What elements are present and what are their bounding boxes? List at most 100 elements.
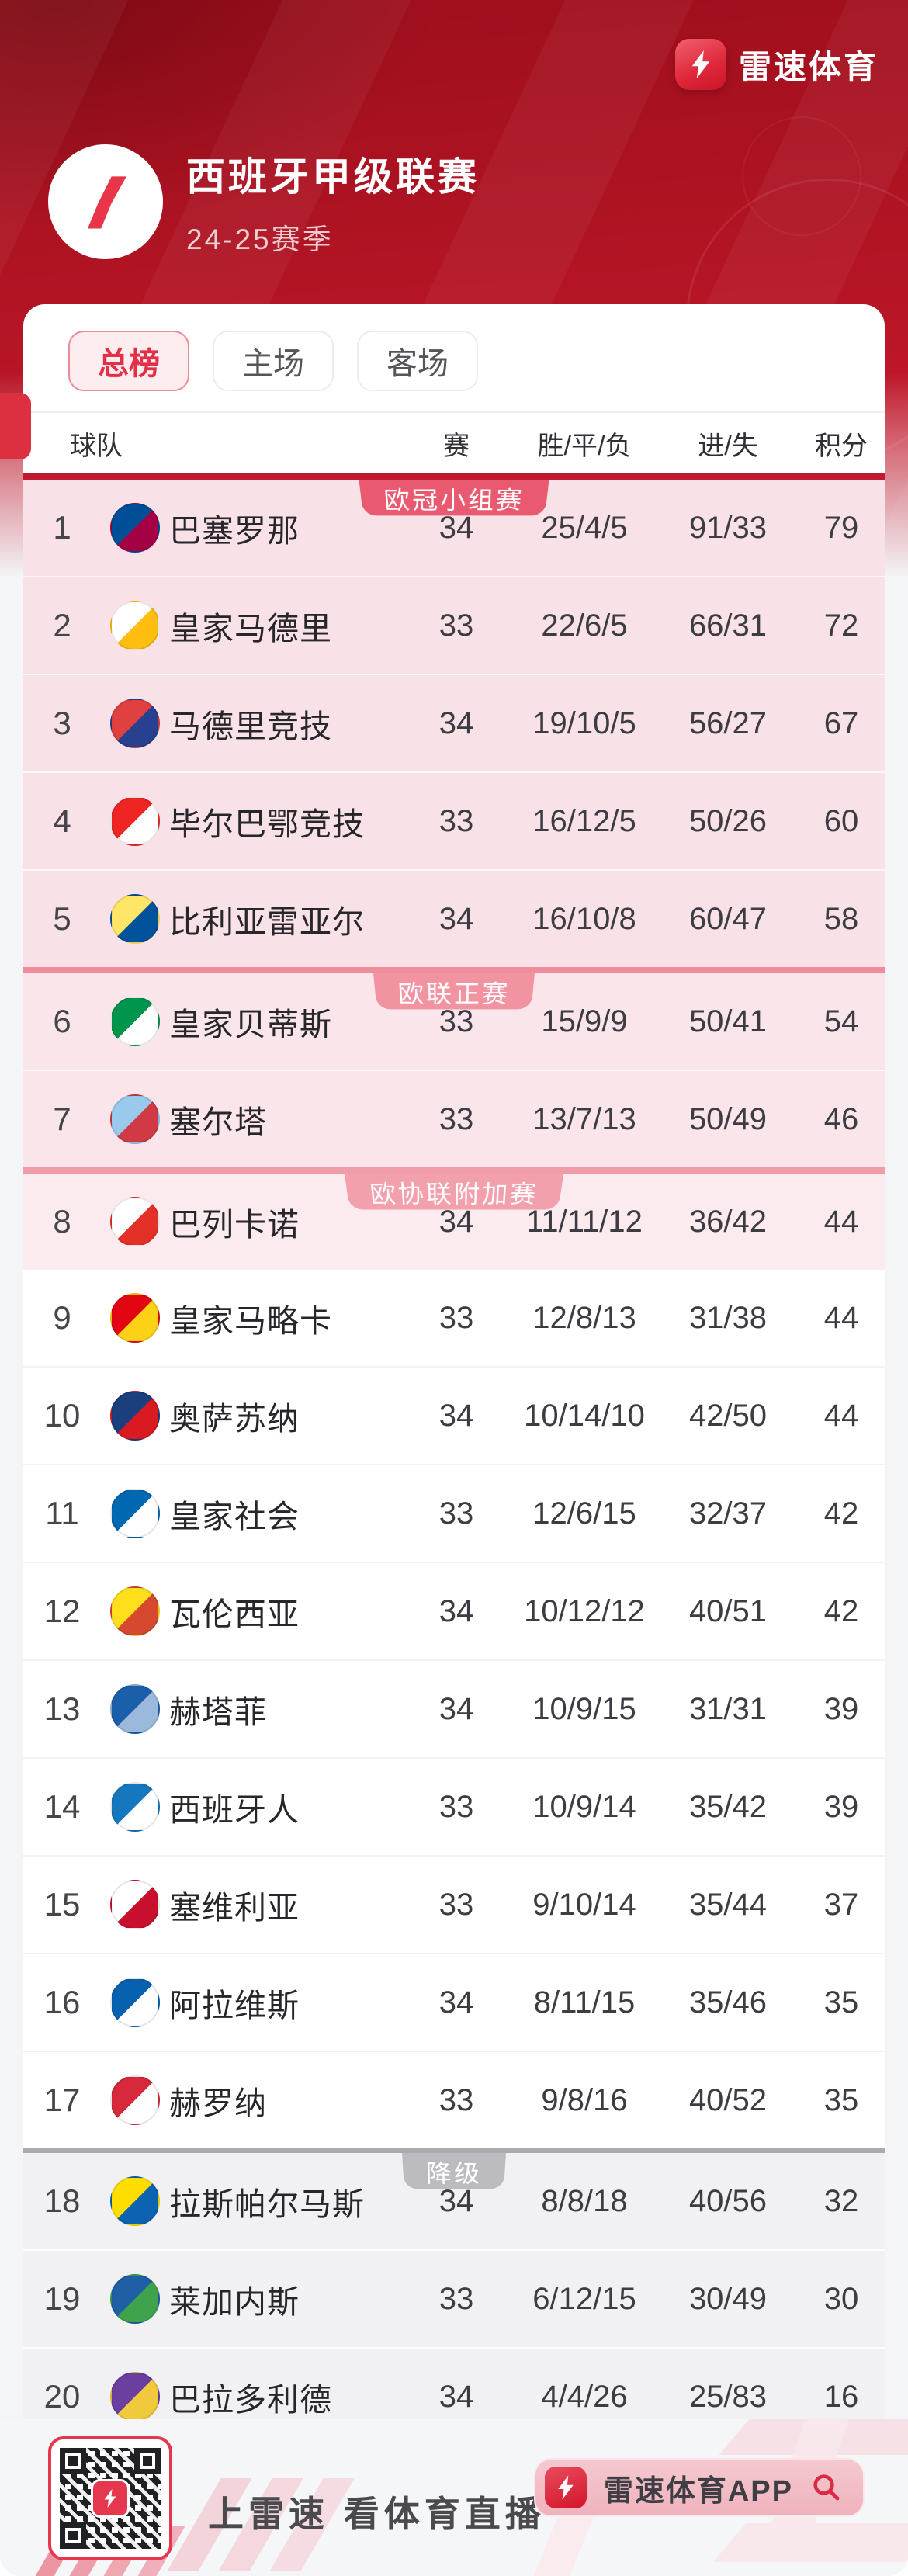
goals-value: 31/31	[688, 1691, 768, 1726]
rank: 17	[43, 2082, 81, 2118]
rank: 12	[43, 1593, 81, 1629]
team-name: 皇家贝蒂斯	[169, 1007, 332, 1042]
table-row[interactable]: 3 马德里竞技 34 19/10/5 56/27 67	[23, 674, 885, 771]
goals-value: 42/50	[688, 1398, 768, 1433]
rank: 8	[53, 1203, 71, 1239]
column-wdl: 胜/平/负	[537, 431, 632, 461]
table-row[interactable]: 7 塞尔塔 33 13/7/13 50/49 46	[23, 1070, 885, 1167]
table-row[interactable]: 13 赫塔菲 34 10/9/15 31/31 39	[23, 1659, 885, 1757]
played-value: 33	[438, 1101, 474, 1136]
lightning-logo-icon	[91, 2479, 130, 2518]
rank: 9	[53, 1299, 71, 1336]
points-value: 79	[823, 510, 859, 545]
wdl-value: 22/6/5	[541, 608, 628, 643]
rank: 2	[53, 607, 71, 643]
goals-value: 36/42	[688, 1204, 768, 1239]
table-row[interactable]: 10 奥萨苏纳 34 10/14/10 42/50 44	[23, 1366, 885, 1464]
goals-value: 31/38	[688, 1300, 768, 1335]
team-name: 皇家马德里	[169, 611, 332, 647]
tab-total[interactable]: 总榜	[68, 331, 189, 391]
wdl-value: 8/11/15	[533, 1985, 636, 2020]
points-value: 16	[823, 2379, 859, 2414]
played-value: 34	[438, 1204, 474, 1239]
table-row[interactable]: 12 瓦伦西亚 34 10/12/12 40/51 42	[23, 1562, 885, 1659]
app-download-button[interactable]: 雷速体育APP	[533, 2458, 865, 2517]
table-row[interactable]: 15 塞维利亚 33 9/10/14 35/44 37	[23, 1855, 885, 1953]
points-value: 37	[823, 1887, 859, 1922]
played-value: 33	[438, 1300, 474, 1335]
rank: 20	[43, 2378, 81, 2415]
footer: 上雷速 看体育直播 雷速体育APP	[0, 2419, 908, 2576]
rank: 5	[53, 900, 71, 937]
table-row[interactable]: 17 赫罗纳 33 9/8/16 40/52 35	[23, 2051, 885, 2148]
team-crest-icon	[101, 1489, 169, 1538]
table-row[interactable]: 9 皇家马略卡 33 12/8/13 31/38 44	[23, 1270, 885, 1366]
table-row[interactable]: 20 巴拉多利德 34 4/4/26 25/83 16	[23, 2347, 885, 2419]
season-label: 24-25赛季	[186, 224, 334, 255]
points-value: 44	[823, 1204, 859, 1239]
team-name: 西班牙人	[169, 1792, 300, 1828]
team-crest-icon	[101, 1197, 169, 1246]
tab-away[interactable]: 客场	[357, 331, 478, 391]
points-value: 35	[823, 2082, 859, 2117]
tab-home[interactable]: 主场	[213, 331, 334, 391]
points-value: 39	[823, 1789, 859, 1824]
played-value: 33	[438, 1789, 474, 1824]
zone-badge: 欧联正赛	[373, 973, 535, 1010]
goals-value: 25/83	[688, 2379, 768, 2414]
divider	[23, 411, 885, 413]
red-ribbon-decoration	[0, 393, 31, 459]
column-team: 球队	[70, 431, 123, 461]
table-row[interactable]: 1 巴塞罗那 34 25/4/5 91/33 79	[23, 480, 885, 576]
points-value: 30	[823, 2281, 859, 2316]
team-name: 塞尔塔	[169, 1104, 267, 1140]
goals-value: 35/46	[688, 1985, 768, 2020]
goals-value: 32/37	[688, 1496, 768, 1531]
table-row[interactable]: 5 比利亚雷亚尔 34 16/10/8 60/47 58	[23, 869, 885, 967]
table-row[interactable]: 6 皇家贝蒂斯 33 15/9/9 50/41 54	[23, 973, 885, 1070]
table-row[interactable]: 16 阿拉维斯 34 8/11/15 35/46 35	[23, 1953, 885, 2051]
team-crest-icon	[101, 2176, 169, 2226]
team-crest-icon	[101, 2274, 169, 2324]
played-value: 34	[438, 706, 474, 740]
team-crest-icon	[101, 796, 169, 846]
rank: 11	[45, 1495, 79, 1531]
page-title: 西班牙甲级联赛	[186, 155, 480, 199]
points-value: 44	[823, 1300, 859, 1335]
played-value: 33	[438, 2082, 474, 2117]
table-row[interactable]: 18 拉斯帕尔马斯 34 8/8/18 40/56 32	[23, 2153, 885, 2249]
team-crest-icon	[101, 997, 169, 1046]
table-row[interactable]: 4 毕尔巴鄂竞技 33 16/12/5 50/26 60	[23, 771, 885, 869]
team-name: 巴拉多利德	[169, 2382, 332, 2418]
rank: 16	[43, 1984, 81, 2020]
wdl-value: 19/10/5	[532, 706, 636, 740]
table-row[interactable]: 2 皇家马德里 33 22/6/5 66/31 72	[23, 576, 885, 674]
table-row[interactable]: 8 巴列卡诺 34 11/11/12 36/42 44	[23, 1174, 885, 1270]
rank: 4	[53, 803, 71, 839]
goals-value: 30/49	[688, 2281, 768, 2316]
wdl-value: 10/9/15	[532, 1691, 636, 1726]
points-value: 44	[823, 1398, 859, 1433]
points-value: 72	[823, 608, 859, 643]
goals-value: 40/52	[688, 2082, 768, 2117]
column-played: 赛	[443, 431, 470, 461]
wdl-value: 9/8/16	[541, 2082, 628, 2117]
league-logo	[48, 144, 163, 259]
rank: 18	[43, 2182, 81, 2219]
qr-finder-icon	[60, 2448, 86, 2474]
wdl-value: 6/12/15	[532, 2281, 636, 2316]
table-row[interactable]: 14 西班牙人 33 10/9/14 35/42 39	[23, 1757, 885, 1855]
table-row[interactable]: 11 皇家社会 33 12/6/15 32/37 42	[23, 1464, 885, 1562]
points-value: 32	[823, 2183, 859, 2218]
team-crest-icon	[101, 503, 169, 553]
table-row[interactable]: 19 莱加内斯 33 6/12/15 30/49 30	[23, 2249, 885, 2347]
points-value: 35	[823, 1985, 859, 2020]
rank: 19	[43, 2280, 81, 2317]
rank: 15	[43, 1886, 81, 1922]
qr-finder-icon	[134, 2448, 161, 2474]
qr-code	[48, 2436, 172, 2560]
wdl-value: 9/10/14	[532, 1887, 636, 1922]
team-name: 巴列卡诺	[169, 1207, 300, 1243]
standings-tabs: 总榜 主场 客场	[23, 304, 885, 411]
played-value: 33	[438, 1887, 474, 1922]
